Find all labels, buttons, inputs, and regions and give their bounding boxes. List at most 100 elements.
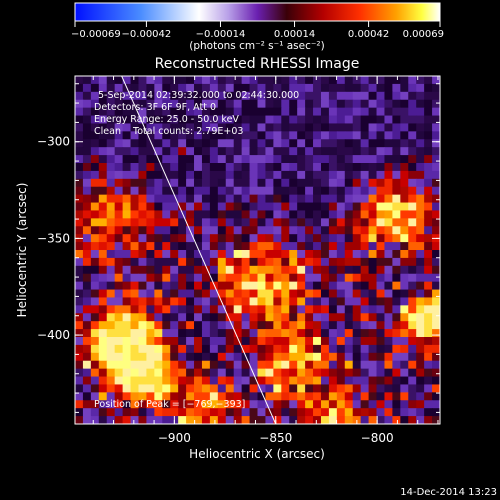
heatmap-cell	[162, 352, 171, 362]
heatmap-cell	[360, 83, 370, 93]
heatmap-cell	[281, 139, 290, 148]
heatmap-cell	[313, 297, 322, 306]
heatmap-cell	[233, 226, 243, 235]
heatmap-cell	[122, 250, 132, 259]
heatmap-cell	[360, 265, 370, 275]
heatmap-cell	[90, 91, 100, 101]
heatmap-cell	[138, 321, 148, 330]
heatmap-cell	[376, 186, 386, 196]
heatmap-cell	[98, 400, 108, 409]
heatmap-cell	[194, 368, 203, 378]
heatmap-cell	[265, 289, 274, 299]
heatmap-cell	[352, 321, 362, 330]
heatmap-cell	[384, 368, 393, 378]
heatmap-cell	[336, 289, 346, 299]
plot-frame	[74, 75, 441, 425]
heatmap-cell	[225, 408, 235, 417]
heatmap-cell	[217, 123, 227, 132]
heatmap-cell	[336, 321, 346, 330]
heatmap-cell	[138, 257, 148, 267]
heatmap-cell	[336, 194, 346, 204]
y-tick-label: −350	[37, 231, 70, 245]
heatmap-cell	[233, 155, 243, 164]
heatmap-cell	[130, 218, 140, 227]
heatmap-cell	[162, 147, 171, 156]
heatmap-cell	[138, 139, 148, 148]
heatmap-cell	[90, 155, 100, 164]
heatmap-cell	[424, 337, 433, 346]
heatmap-cell	[257, 408, 267, 417]
heatmap-cell	[313, 392, 322, 401]
heatmap-cell	[98, 194, 108, 204]
heatmap-cell	[344, 83, 354, 93]
heatmap-cell	[130, 147, 140, 156]
heatmap-cell	[106, 257, 116, 267]
heatmap-cell	[368, 194, 378, 204]
heatmap-cell	[130, 194, 140, 204]
heatmap-cell	[392, 250, 401, 259]
heatmap-cell	[170, 186, 179, 196]
heatmap-cell	[305, 313, 314, 322]
heatmap-cell	[233, 194, 243, 204]
heatmap-cell	[249, 321, 259, 330]
heatmap-cell	[289, 250, 298, 259]
heatmap-cell	[146, 250, 155, 259]
heatmap-cell	[194, 384, 203, 393]
heatmap-cell	[432, 194, 440, 204]
heatmap-cell	[217, 107, 227, 117]
heatmap-cell	[368, 337, 378, 346]
heatmap-cell	[114, 337, 124, 346]
heatmap-cell	[154, 234, 163, 243]
heatmap-cell	[368, 218, 378, 227]
heatmap-cell	[273, 99, 282, 109]
heatmap-cell	[265, 344, 274, 354]
heatmap-cell	[201, 242, 211, 251]
heatmap-cell	[265, 210, 274, 219]
heatmap-cell	[98, 408, 108, 417]
heatmap-cell	[130, 281, 140, 291]
heatmap-cell	[114, 329, 124, 338]
heatmap-cell	[122, 360, 132, 370]
heatmap-cell	[273, 297, 282, 306]
heatmap-cell	[273, 352, 282, 362]
heatmap-cell	[376, 257, 386, 267]
heatmap-cell	[313, 115, 322, 125]
heatmap-cell	[114, 83, 124, 93]
heatmap-cell	[305, 163, 314, 172]
heatmap-cell	[233, 305, 243, 314]
heatmap-cell	[297, 329, 306, 338]
heatmap-cell	[344, 305, 354, 314]
heatmap-cell	[336, 218, 346, 227]
heatmap-cell	[328, 218, 338, 227]
heatmap-cell	[289, 297, 298, 306]
heatmap-cell	[320, 329, 330, 338]
heatmap-cell	[424, 297, 433, 306]
x-axis-ticks	[92, 76, 439, 424]
heatmap-cell	[241, 297, 251, 306]
heatmap-cell	[328, 210, 338, 219]
heatmap-cell	[344, 139, 354, 148]
heatmap-cell	[408, 257, 417, 267]
heatmap-cell	[106, 376, 116, 386]
heatmap-cell	[178, 257, 187, 267]
heatmap-cell	[186, 178, 195, 188]
heatmap-cell	[130, 289, 140, 299]
heatmap-cell	[178, 344, 187, 354]
heatmap-cell	[217, 360, 227, 370]
heatmap-cell	[130, 186, 140, 196]
heatmap-cell	[201, 368, 211, 378]
heatmap-cell	[265, 337, 274, 346]
heatmap-cell	[90, 273, 100, 283]
heatmap-cell	[328, 337, 338, 346]
heatmap-cell	[289, 257, 298, 267]
heatmap-cell	[122, 123, 132, 132]
heatmap-cell	[106, 408, 116, 417]
heatmap-cell	[146, 91, 155, 101]
heatmap-cell	[225, 178, 235, 188]
heatmap-cell	[305, 91, 314, 101]
heatmap-cell	[186, 273, 195, 283]
heatmap-cell	[408, 83, 417, 93]
heatmap-cell	[217, 273, 227, 283]
heatmap-cell	[154, 273, 163, 283]
heatmap-cell	[138, 186, 148, 196]
